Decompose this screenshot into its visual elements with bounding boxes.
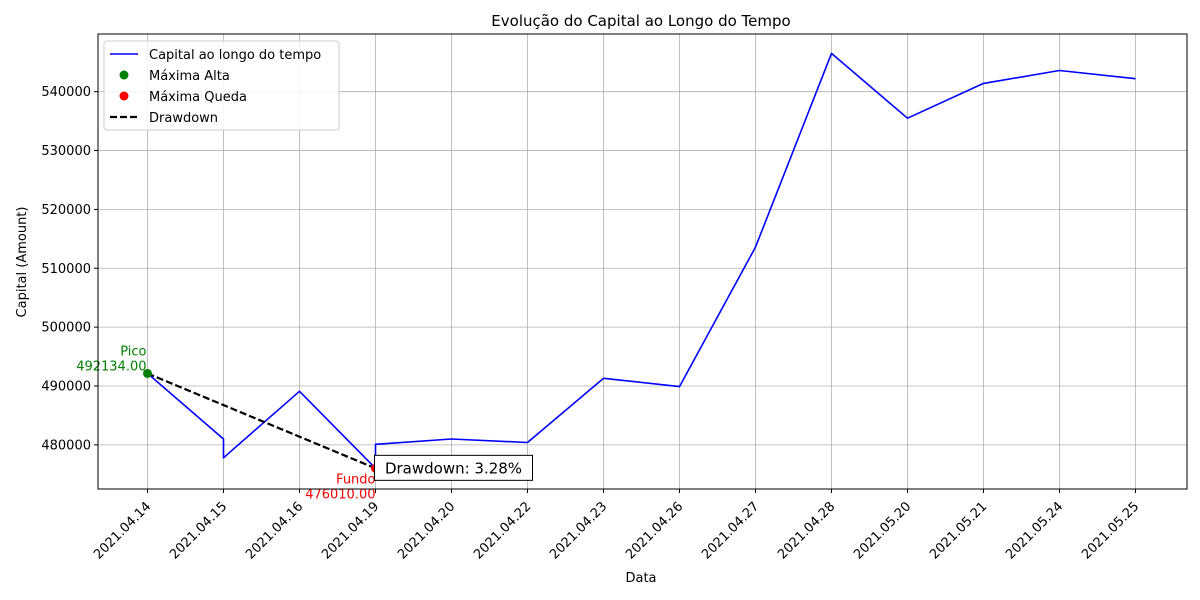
peak-value-label: 492134.00 — [76, 359, 146, 374]
chart-title: Evolução do Capital ao Longo do Tempo — [491, 12, 790, 30]
legend-entry-capital: Capital ao longo do tempo — [149, 48, 321, 63]
legend-trough-marker — [119, 91, 129, 101]
legend-entry-trough: Máxima Queda — [149, 90, 247, 105]
y-tick-label: 540000 — [41, 85, 91, 100]
trough-value-label: 476010.00 — [305, 487, 375, 502]
y-axis-label: Capital (Amount) — [15, 207, 30, 318]
legend: Capital ao longo do tempo Máxima Alta Má… — [103, 40, 340, 131]
y-tick-label: 520000 — [41, 203, 91, 218]
y-tick-label: 530000 — [41, 144, 91, 159]
legend-peak-marker — [119, 70, 129, 80]
y-tick-label: 500000 — [41, 321, 91, 336]
plot-frame — [97, 33, 1188, 490]
drawdown-label-box — [374, 454, 533, 481]
capital-series-line — [146, 52, 1136, 470]
legend-entry-peak: Máxima Alta — [149, 69, 230, 84]
y-tick-label: 510000 — [41, 262, 91, 277]
y-tick-label: 490000 — [41, 379, 91, 394]
legend-box — [103, 40, 340, 131]
drawdown-line — [147, 372, 376, 470]
legend-entry-drawdown: Drawdown — [149, 111, 218, 126]
peak-label: Pico — [120, 344, 146, 359]
drawdown-label: Drawdown: 3.28% — [385, 459, 522, 477]
x-axis-label: Data — [625, 571, 656, 586]
y-tick-label: 480000 — [41, 438, 91, 453]
trough-label: Fundo — [336, 472, 375, 487]
peak-marker — [143, 368, 152, 378]
